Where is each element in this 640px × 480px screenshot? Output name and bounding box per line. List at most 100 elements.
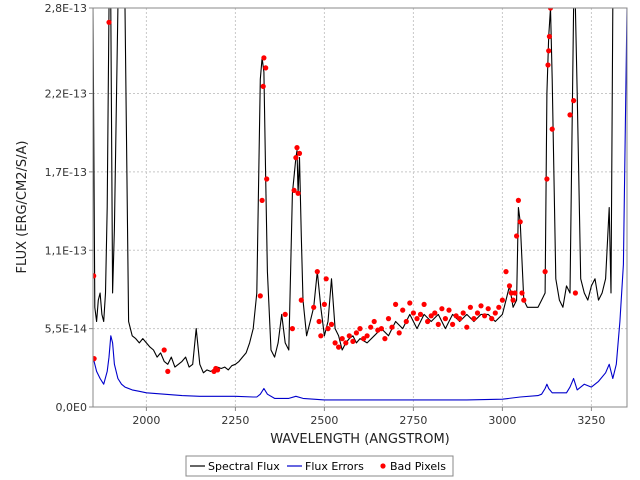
bad-pixel-point [382,336,388,342]
bad-pixel-point [460,310,466,316]
legend-swatch-bad-pixels [380,463,386,469]
bad-pixel-point [400,307,406,313]
bad-pixel-point [421,301,427,307]
bad-pixel-point [259,197,265,203]
bad-pixel-point [482,313,488,319]
bad-pixel-point [492,310,498,316]
bad-pixel-point [291,187,297,193]
bad-pixel-point [432,310,438,316]
bad-pixel-point [260,83,266,89]
bad-pixel-point [106,19,112,25]
x-axis-title: WAVELENGTH (ANGSTROM) [270,432,449,447]
bad-pixel-point [332,340,338,346]
bad-pixel-point [263,65,269,71]
bad-pixel-point [499,297,505,303]
bad-pixel-point [294,145,300,151]
bad-pixel-point [353,330,359,336]
bad-pixel-point [321,301,327,307]
bad-pixel-point [295,190,301,196]
bad-pixel-point [293,155,299,161]
bad-pixel-point [215,367,221,373]
legend-box [185,455,454,477]
bad-pixel-point [346,333,352,339]
bad-pixel-point [311,304,317,310]
bad-pixel-point [371,318,377,325]
bad-pixel-point [471,316,477,322]
bad-pixel-point [350,338,356,344]
legend-label-bad-pixels: Bad Pixels [390,460,446,473]
x-tick-label: 3000 [488,414,516,427]
bad-pixel-point [515,197,522,203]
bad-pixel-point [567,112,573,118]
bad-pixel-point [439,306,445,312]
bad-pixel-point [506,283,513,289]
bad-pixel-point [489,316,495,322]
bad-pixel-point [549,126,555,132]
bad-pixel-point [545,62,551,68]
plot-frame [92,7,628,408]
x-tick-label: 2250 [221,414,249,427]
x-tick-label: 2000 [132,414,160,427]
bad-pixel-point [446,307,452,313]
y-tick-label: 2,8E-13 [45,2,87,15]
bad-pixel-point [257,293,263,299]
bad-pixel-point [357,326,363,332]
bad-pixel-point [314,269,320,275]
bad-pixel-point [425,318,431,325]
bad-pixel-point [485,306,491,312]
bad-pixel-point [442,316,448,322]
bad-pixel-point [403,318,409,325]
bad-pixel-point [385,316,392,322]
bad-pixel-point [165,368,171,374]
bad-pixel-point [453,313,459,319]
grid-lines [93,8,627,407]
bad-pixel-point [547,8,554,11]
bad-pixel-point [474,310,481,316]
legend-label-spectral-flux: Spectral Flux [208,460,280,473]
bad-pixel-point [572,290,579,296]
bad-pixel-point [521,297,527,303]
bad-pixel-point [328,321,335,327]
bad-pixel-point [542,269,548,275]
y-tick-label: 5,5E-14 [45,323,87,336]
bad-pixel-point [393,301,399,307]
bad-pixel-point [457,316,463,322]
bad-pixel-point [503,269,509,275]
bad-pixel-point [264,176,270,182]
x-tick-label: 3250 [577,414,605,427]
bad-pixel-point [396,330,402,336]
bad-pixel-point [389,324,395,330]
bad-pixel-point [296,150,303,156]
bad-pixel-point [546,33,553,40]
bad-pixel-point [298,297,304,303]
bad-pixel-point [544,176,550,182]
bad-pixel-point [517,219,523,225]
x-tick-label: 2500 [310,414,338,427]
bad-pixel-point [546,48,552,54]
bad-pixel-point [407,300,413,306]
bad-pixel-point [414,316,420,322]
bad-pixel-point [467,304,473,310]
bad-pixel-point [339,336,345,342]
bad-pixel-point [364,333,370,339]
bad-pixel-point [417,311,424,317]
bad-pixel-point [464,324,470,330]
bad-pixel-point [261,55,267,61]
y-tick-label: 0,0E0 [56,401,87,414]
y-axis-title: FLUX (ERG/CM2/S/A) [15,141,30,274]
bad-pixel-point [514,233,520,239]
bad-pixel-point [428,313,434,319]
y-tick-label: 1,7E-13 [45,166,87,179]
bad-pixel-point [323,276,329,282]
plot-background [93,8,627,407]
bad-pixel-point [93,356,97,362]
bad-pixel-point [478,303,484,309]
bad-pixel-point [410,310,416,316]
y-tick-label: 2,2E-13 [45,88,87,101]
bad-pixel-point [316,318,322,325]
bad-pixel-point [508,290,514,296]
bad-pixel-point [282,311,288,317]
bad-pixel-point [496,304,502,310]
bad-pixel-point [519,290,525,296]
